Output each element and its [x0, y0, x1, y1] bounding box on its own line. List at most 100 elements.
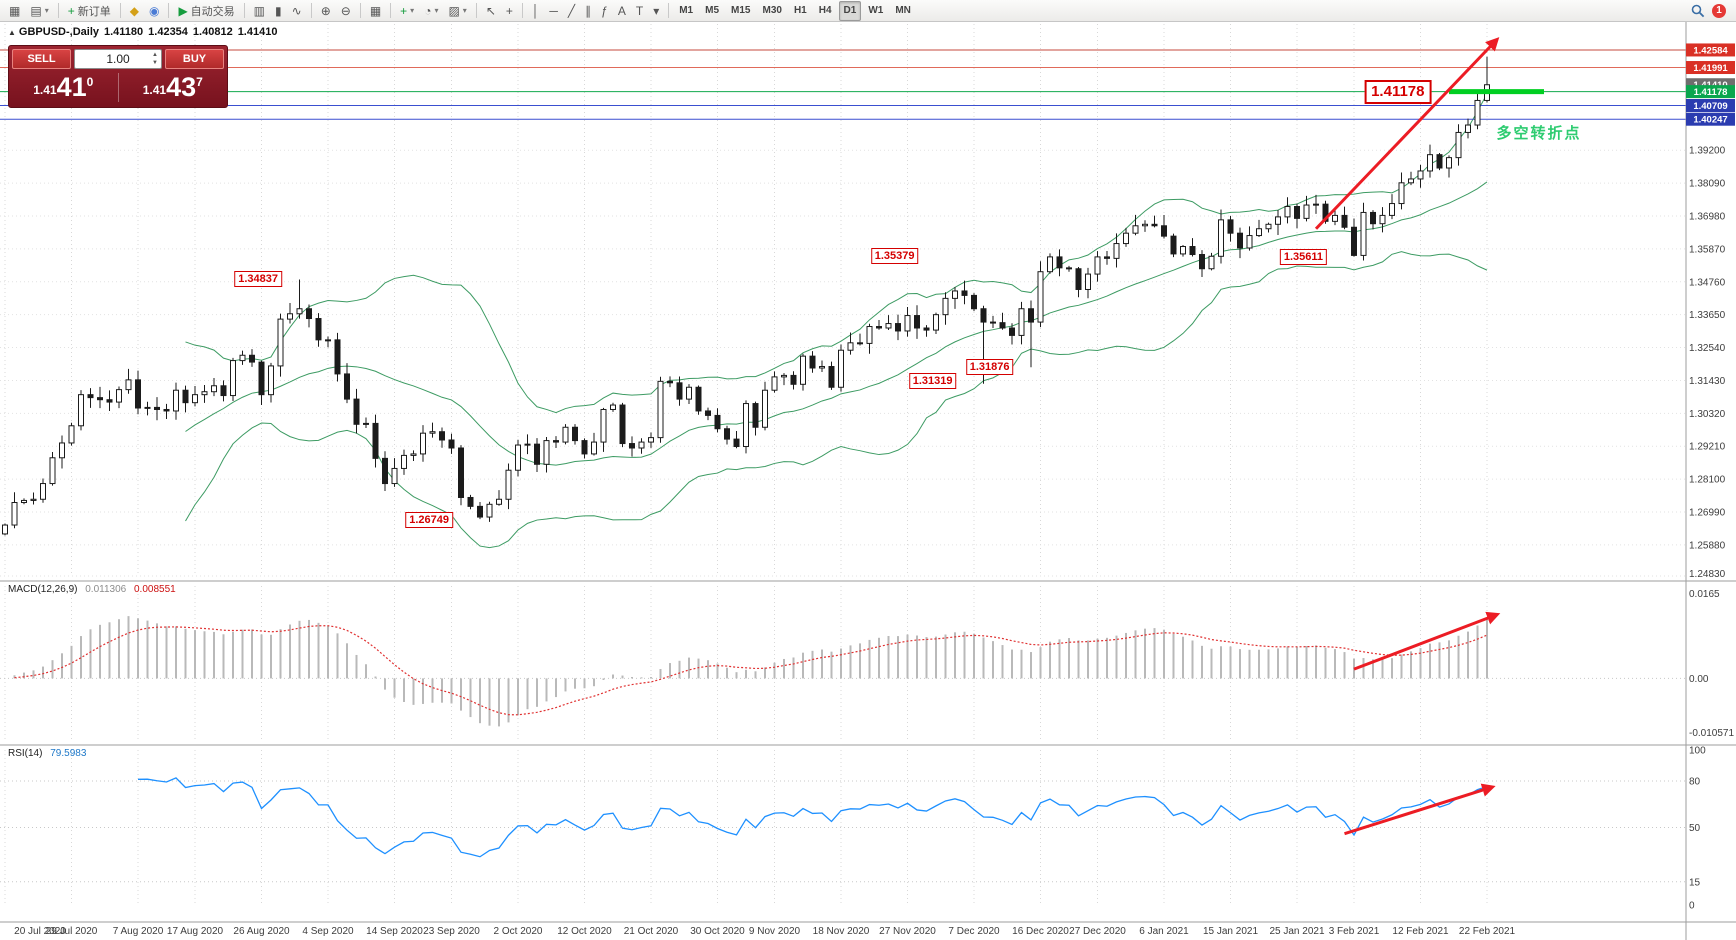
toolbar-separator — [310, 3, 312, 18]
trend-arrow[interactable] — [1314, 37, 1500, 230]
add-indicator-dropdown-icon: ▾ — [410, 6, 415, 15]
ask-price[interactable]: 1.41 43 7 — [122, 71, 225, 104]
price-annotation[interactable]: 1.35611 — [1279, 248, 1327, 265]
price-annotation[interactable]: 1.34837 — [234, 271, 282, 288]
svg-text:17 Aug 2020: 17 Aug 2020 — [167, 926, 224, 937]
toolbar-auto-trading-button[interactable]: ▶ 自动交易 — [174, 1, 238, 21]
svg-text:1.42584: 1.42584 — [1693, 45, 1728, 56]
toolbar-shapes-button[interactable]: ▾ — [649, 1, 663, 21]
ask-big-digits: 43 — [166, 72, 197, 102]
turning-point-note[interactable]: 多空转折点 — [1496, 124, 1582, 142]
timeframe-H1-button[interactable]: H1 — [793, 5, 807, 16]
new-chart-icon: ▦ — [9, 3, 21, 18]
svg-text:23 Sep 2020: 23 Sep 2020 — [423, 926, 480, 937]
alerts-icon: ◉ — [148, 3, 160, 18]
trend-arrow[interactable] — [1353, 611, 1501, 671]
toolbar-new-chart-button[interactable]: ▦ — [5, 1, 24, 21]
price-annotation[interactable]: 1.41178 — [1364, 79, 1432, 104]
svg-text:27 Nov 2020: 27 Nov 2020 — [879, 926, 936, 937]
svg-text:1.39200: 1.39200 — [1689, 146, 1726, 157]
toolbar-candlestick-type-button[interactable]: ▮ — [271, 1, 286, 21]
notification-badge[interactable]: 1 — [1712, 3, 1726, 18]
toolbar-alerts-button[interactable]: ◉ — [145, 1, 163, 21]
timeframe-M30-button[interactable]: M30 — [762, 5, 782, 16]
cursor-icon: ↖ — [485, 3, 496, 18]
toolbar-separator — [243, 3, 245, 18]
toolbar-vertical-line-button[interactable]: │ — [528, 1, 544, 21]
symbol-name: GBPUSD-,Daily — [18, 26, 99, 38]
bollinger-bands — [185, 93, 1488, 549]
price-annotation[interactable]: 1.31876 — [965, 358, 1014, 375]
price-annotation[interactable]: 1.35379 — [870, 248, 919, 265]
crosshair-icon: + — [505, 3, 513, 18]
vertical-line-icon: │ — [531, 3, 540, 18]
trend-arrow[interactable] — [1344, 783, 1496, 836]
svg-text:4 Sep 2020: 4 Sep 2020 — [302, 926, 354, 937]
toolbar-zoom-out-button[interactable]: ⊖ — [337, 1, 355, 21]
svg-text:7 Dec 2020: 7 Dec 2020 — [948, 926, 1000, 937]
timeframe-MN-button[interactable]: MN — [895, 5, 911, 16]
toolbar-line-chart-type-button[interactable]: ∿ — [288, 1, 306, 21]
indicator-panels — [13, 616, 1488, 858]
price-level-lines[interactable] — [0, 49, 1686, 120]
zoom-in-icon: ⊕ — [320, 3, 331, 18]
price-annotation[interactable]: 1.31319 — [908, 373, 957, 390]
price-badge — [1686, 43, 1735, 57]
axes: 1.39200 1.38090 1.36980 1.35870 1.34760 1.336… — [0, 22, 1736, 940]
svg-text:6 Jan 2021: 6 Jan 2021 — [1139, 926, 1189, 937]
svg-text:26 Aug 2020: 26 Aug 2020 — [233, 926, 290, 937]
toolbar-templates-button[interactable]: ▨ ▾ — [444, 1, 470, 21]
new-order-label: 新订单 — [77, 5, 111, 18]
bid-pipette: 0 — [86, 75, 94, 89]
toolbar-crosshair-button[interactable]: + — [502, 1, 517, 21]
toolbar-trend-line-button[interactable]: ╱ — [564, 1, 579, 21]
svg-text:0.00: 0.00 — [1689, 674, 1709, 685]
toolbar-deposit-button[interactable]: ◆ — [126, 1, 143, 21]
toolbar-bar-chart-type-button[interactable]: ▥ — [250, 1, 269, 21]
svg-text:3 Feb 2021: 3 Feb 2021 — [1329, 926, 1380, 937]
toolbar-separator — [390, 3, 392, 18]
price-annotation[interactable]: 1.26749 — [405, 512, 453, 528]
timeframe-M1-button[interactable]: M1 — [679, 5, 694, 16]
sell-button[interactable]: SELL — [12, 49, 71, 69]
toolbar-text-label-button[interactable]: T — [632, 1, 647, 21]
toolbar-chart-profiles-button[interactable]: ▤ ▾ — [26, 1, 52, 21]
svg-text:1.33650: 1.33650 — [1689, 310, 1726, 321]
timeframe-D1-button[interactable]: D1 — [838, 0, 862, 21]
svg-text:1.38090: 1.38090 — [1689, 179, 1726, 190]
toolbar-cursor-button[interactable]: ↖ — [482, 1, 500, 21]
svg-text:1.28100: 1.28100 — [1689, 475, 1726, 486]
svg-text:21 Oct 2020: 21 Oct 2020 — [624, 926, 679, 937]
volume-input[interactable]: 1.00 ▲ ▼ — [74, 49, 162, 69]
tile-windows-icon: ▦ — [369, 3, 382, 18]
period-dropdown-icon: ▾ — [434, 6, 439, 15]
timeframe-W1-button[interactable]: W1 — [868, 5, 884, 16]
toolbar-new-order-button[interactable]: + 新订单 — [64, 1, 115, 21]
volume-spinner-icon[interactable]: ▲ ▼ — [152, 52, 158, 67]
toolbar-button-groups: ▦ ▤ ▾ + 新订单 ◆ ◉ ▶ 自动交易 ▥ ▮ ∿ ⊕ ⊖ ▦ + ▾ ◔ ▾ ▨ ▾ ↖ + │ ─ ╱ ∥ ƒ A T ▾ M1 M5… — [4, 0, 917, 21]
macd-signal-value: 0.008551 — [134, 584, 176, 595]
bid-price[interactable]: 1.41 41 0 — [12, 71, 115, 104]
timeframe-H4-button[interactable]: H4 — [818, 5, 832, 16]
drawing-objects[interactable] — [1314, 37, 1544, 836]
toolbar-horizontal-line-button[interactable]: ─ — [545, 1, 562, 21]
search-icon[interactable] — [1691, 4, 1705, 18]
chart-profiles-dropdown-icon: ▾ — [44, 6, 49, 15]
toolbar: ▦ ▤ ▾ + 新订单 ◆ ◉ ▶ 自动交易 ▥ ▮ ∿ ⊕ ⊖ ▦ + ▾ ◔ ▾ ▨ ▾ ↖ + │ ─ ╱ ∥ ƒ A T ▾ M1 M5… — [0, 0, 1736, 22]
svg-text:1.29210: 1.29210 — [1689, 442, 1726, 453]
toolbar-tile-windows-button[interactable]: ▦ — [366, 1, 385, 21]
toolbar-channel-button[interactable]: ∥ — [581, 1, 595, 21]
price-badge — [1686, 85, 1735, 99]
toolbar-zoom-in-button[interactable]: ⊕ — [317, 1, 335, 21]
toolbar-text-button[interactable]: A — [614, 1, 630, 21]
toolbar-fibonacci-button[interactable]: ƒ — [597, 1, 612, 21]
add-indicator-icon: + — [400, 3, 408, 18]
bid-prefix: 1.41 — [33, 83, 57, 97]
toolbar-period-button[interactable]: ◔ ▾ — [420, 1, 442, 21]
toolbar-add-indicator-button[interactable]: + ▾ — [396, 1, 418, 21]
buy-button[interactable]: BUY — [165, 49, 224, 69]
timeframe-M15-button[interactable]: M15 — [731, 5, 751, 16]
timeframe-M5-button[interactable]: M5 — [705, 5, 720, 16]
